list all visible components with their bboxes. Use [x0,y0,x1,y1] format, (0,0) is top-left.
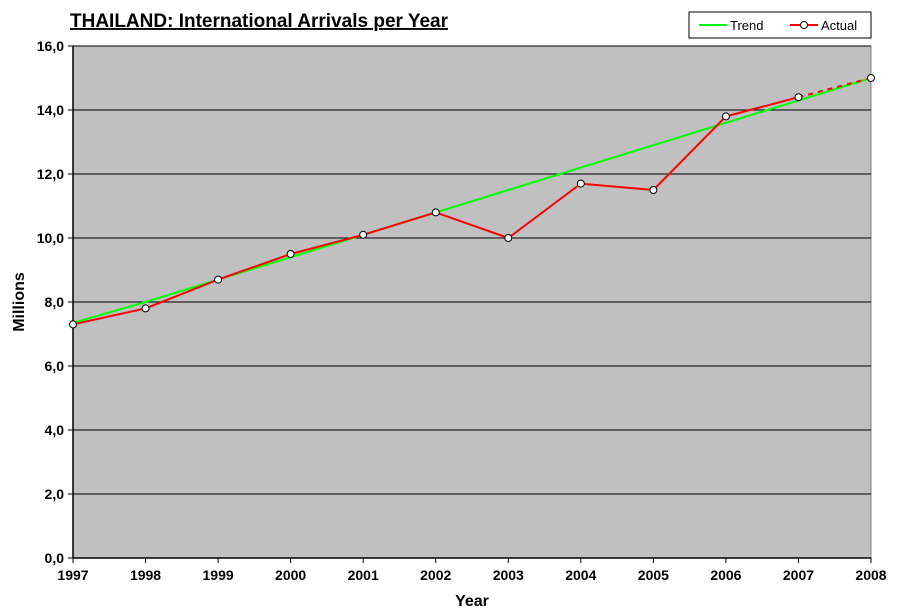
actual-data-point [69,320,77,329]
x-tick-labels: 1997 1998 1999 2000 2001 2002 2003 2004 2005 2006… [57,567,886,583]
chart-title: THAILAND: International Arrivals per Yea… [70,11,449,32]
y-tick-label: 6,0 [45,358,65,374]
y-tick-label: 8,0 [45,294,65,310]
x-tick-label: 1999 [203,567,234,583]
actual-data-point [286,250,295,258]
x-tick-label: 2004 [565,567,596,583]
x-tick-label: 2001 [348,567,379,583]
x-tick-label: 2003 [493,567,524,583]
x-tick-label: 2005 [638,567,669,583]
series-actual-projection [798,77,872,99]
actual-data-point [431,208,440,217]
x-tick-label: 2006 [710,567,741,583]
actual-data-point [867,74,875,82]
x-tick-label: 1997 [57,567,88,583]
actual-data-point [721,112,730,121]
actual-data-point [214,275,223,284]
y-tick-label: 2,0 [45,486,65,502]
actual-data-point [504,234,513,242]
legend-actual-marker [800,21,808,29]
series-layer [69,74,875,329]
x-axis-title: Year [455,593,489,610]
actual-data-point [794,93,803,102]
grid-lines [73,45,871,495]
y-axis-title: Millions [11,272,28,332]
legend-actual-label: Actual [821,18,857,33]
x-tick-label: 2007 [783,567,814,583]
actual-data-point [359,230,368,239]
y-tick-labels: 0,0 2,0 4,0 6,0 8,0 10,0 12,0 14,0 16,0 [37,38,64,566]
x-tick-label: 2008 [855,567,886,583]
actual-data-point [576,179,585,188]
x-tick-label: 1998 [130,567,161,583]
x-tick-label: 2002 [420,567,451,583]
y-tick-label: 16,0 [37,38,64,54]
y-tick-label: 0,0 [45,550,65,566]
legend-trend-label: Trend [730,18,763,33]
actual-data-point [141,304,150,313]
y-tick-label: 12,0 [37,166,64,182]
axes [68,45,872,563]
y-tick-label: 4,0 [45,422,65,438]
x-tick-label: 2000 [275,567,306,583]
legend: Trend Actual [688,11,872,39]
y-tick-label: 10,0 [37,230,64,246]
y-tick-label: 14,0 [37,102,64,118]
actual-data-point [649,186,658,194]
